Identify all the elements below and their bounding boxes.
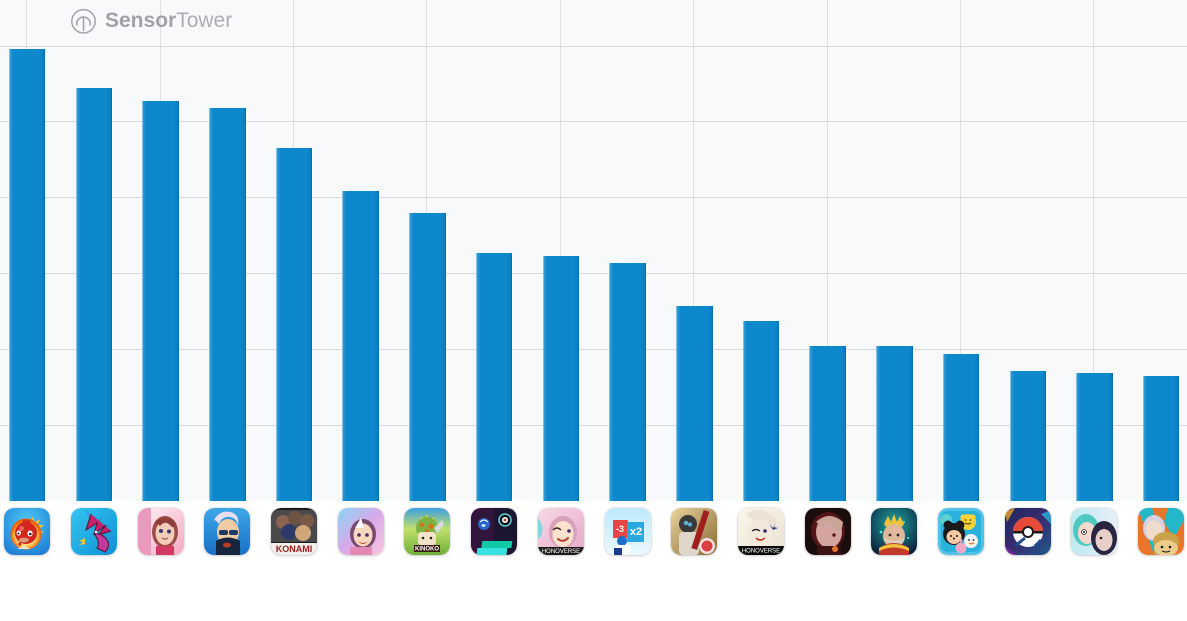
svg-text:-3: -3	[615, 524, 623, 534]
svg-text:x2: x2	[629, 526, 641, 538]
svg-text:KINOKO: KINOKO	[415, 547, 439, 553]
svg-text:HONOVERSE: HONOVERSE	[742, 549, 780, 555]
svg-text:HONOVERSE: HONOVERSE	[542, 549, 580, 555]
svg-text:KONAMI: KONAMI	[276, 544, 313, 554]
